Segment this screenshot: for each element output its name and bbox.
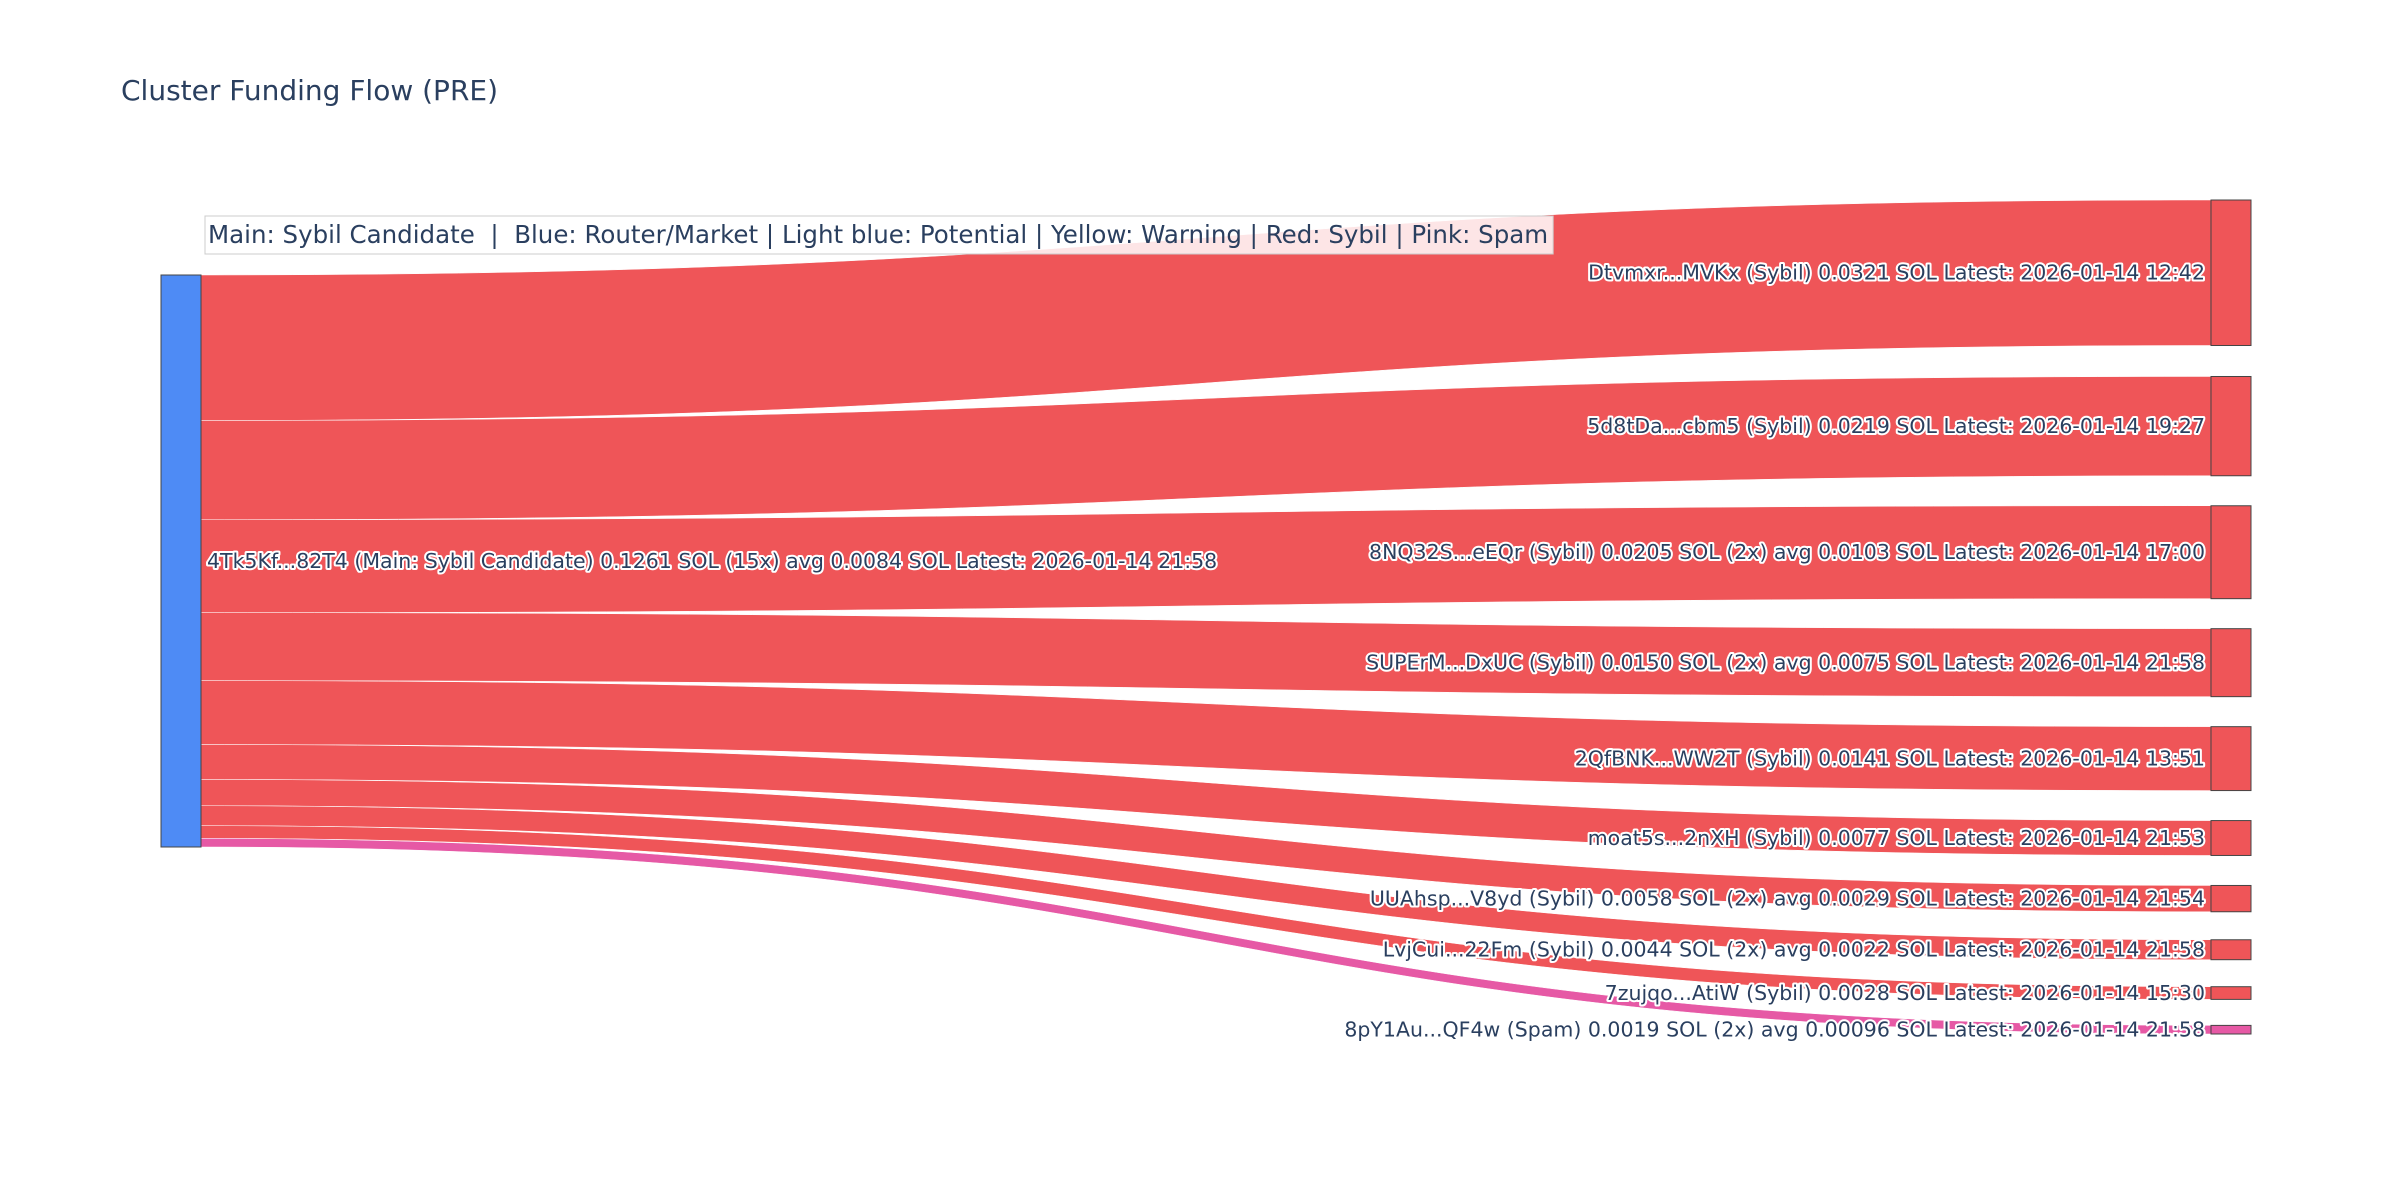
target-node[interactable] [2210,986,2252,1000]
target-node-label: 8NQ32S...eEQr (Sybil) 0.0205 SOL (2x) av… [1369,540,2205,564]
legend-annotation: Main: Sybil Candidate | Blue: Router/Mar… [204,215,1554,255]
node-labels: 4Tk5Kf...82T4 (Main: Sybil Candidate) 0.… [205,259,2207,1044]
target-node-label: 8pY1Au...QF4w (Spam) 0.0019 SOL (2x) avg… [1344,1018,2205,1042]
target-node-label: 5d8tDa...cbm5 (Sybil) 0.0219 SOL Latest:… [1587,414,2205,438]
target-node[interactable] [2210,820,2252,856]
legend-text: Main: Sybil Candidate | Blue: Router/Mar… [208,220,1548,249]
legend-box [204,215,1554,255]
target-node-label: Dtvmxr...MVKx (Sybil) 0.0321 SOL Latest:… [1588,261,2205,285]
target-node[interactable] [2210,1024,2252,1035]
flow-links [200,199,2212,1035]
target-node-label: 7zujqo...AtiW (Sybil) 0.0028 SOL Latest:… [1605,981,2205,1005]
target-node[interactable] [2210,884,2252,913]
target-node-label: UUAhsp...V8yd (Sybil) 0.0058 SOL (2x) av… [1370,887,2205,911]
source-node-label: 4Tk5Kf...82T4 (Main: Sybil Candidate) 0.… [207,549,1217,573]
target-node[interactable] [2210,505,2252,600]
target-node-label: LvjCui...22Fm (Sybil) 0.0044 SOL (2x) av… [1383,938,2205,962]
chart-title: Cluster Funding Flow (PRE) [121,74,498,107]
target-node[interactable] [2210,726,2252,792]
flow-nodes [160,199,2252,1035]
source-node[interactable] [160,274,202,848]
target-node[interactable] [2210,375,2252,477]
target-node[interactable] [2210,628,2252,698]
target-node[interactable] [2210,939,2252,961]
target-node-label: moat5s...2nXH (Sybil) 0.0077 SOL Latest:… [1588,826,2205,850]
target-node[interactable] [2210,199,2252,346]
target-node-label: 2QfBNK...WW2T (Sybil) 0.0141 SOL Latest:… [1575,747,2205,771]
target-node-label: SUPErM...DxUC (Sybil) 0.0150 SOL (2x) av… [1366,651,2205,675]
